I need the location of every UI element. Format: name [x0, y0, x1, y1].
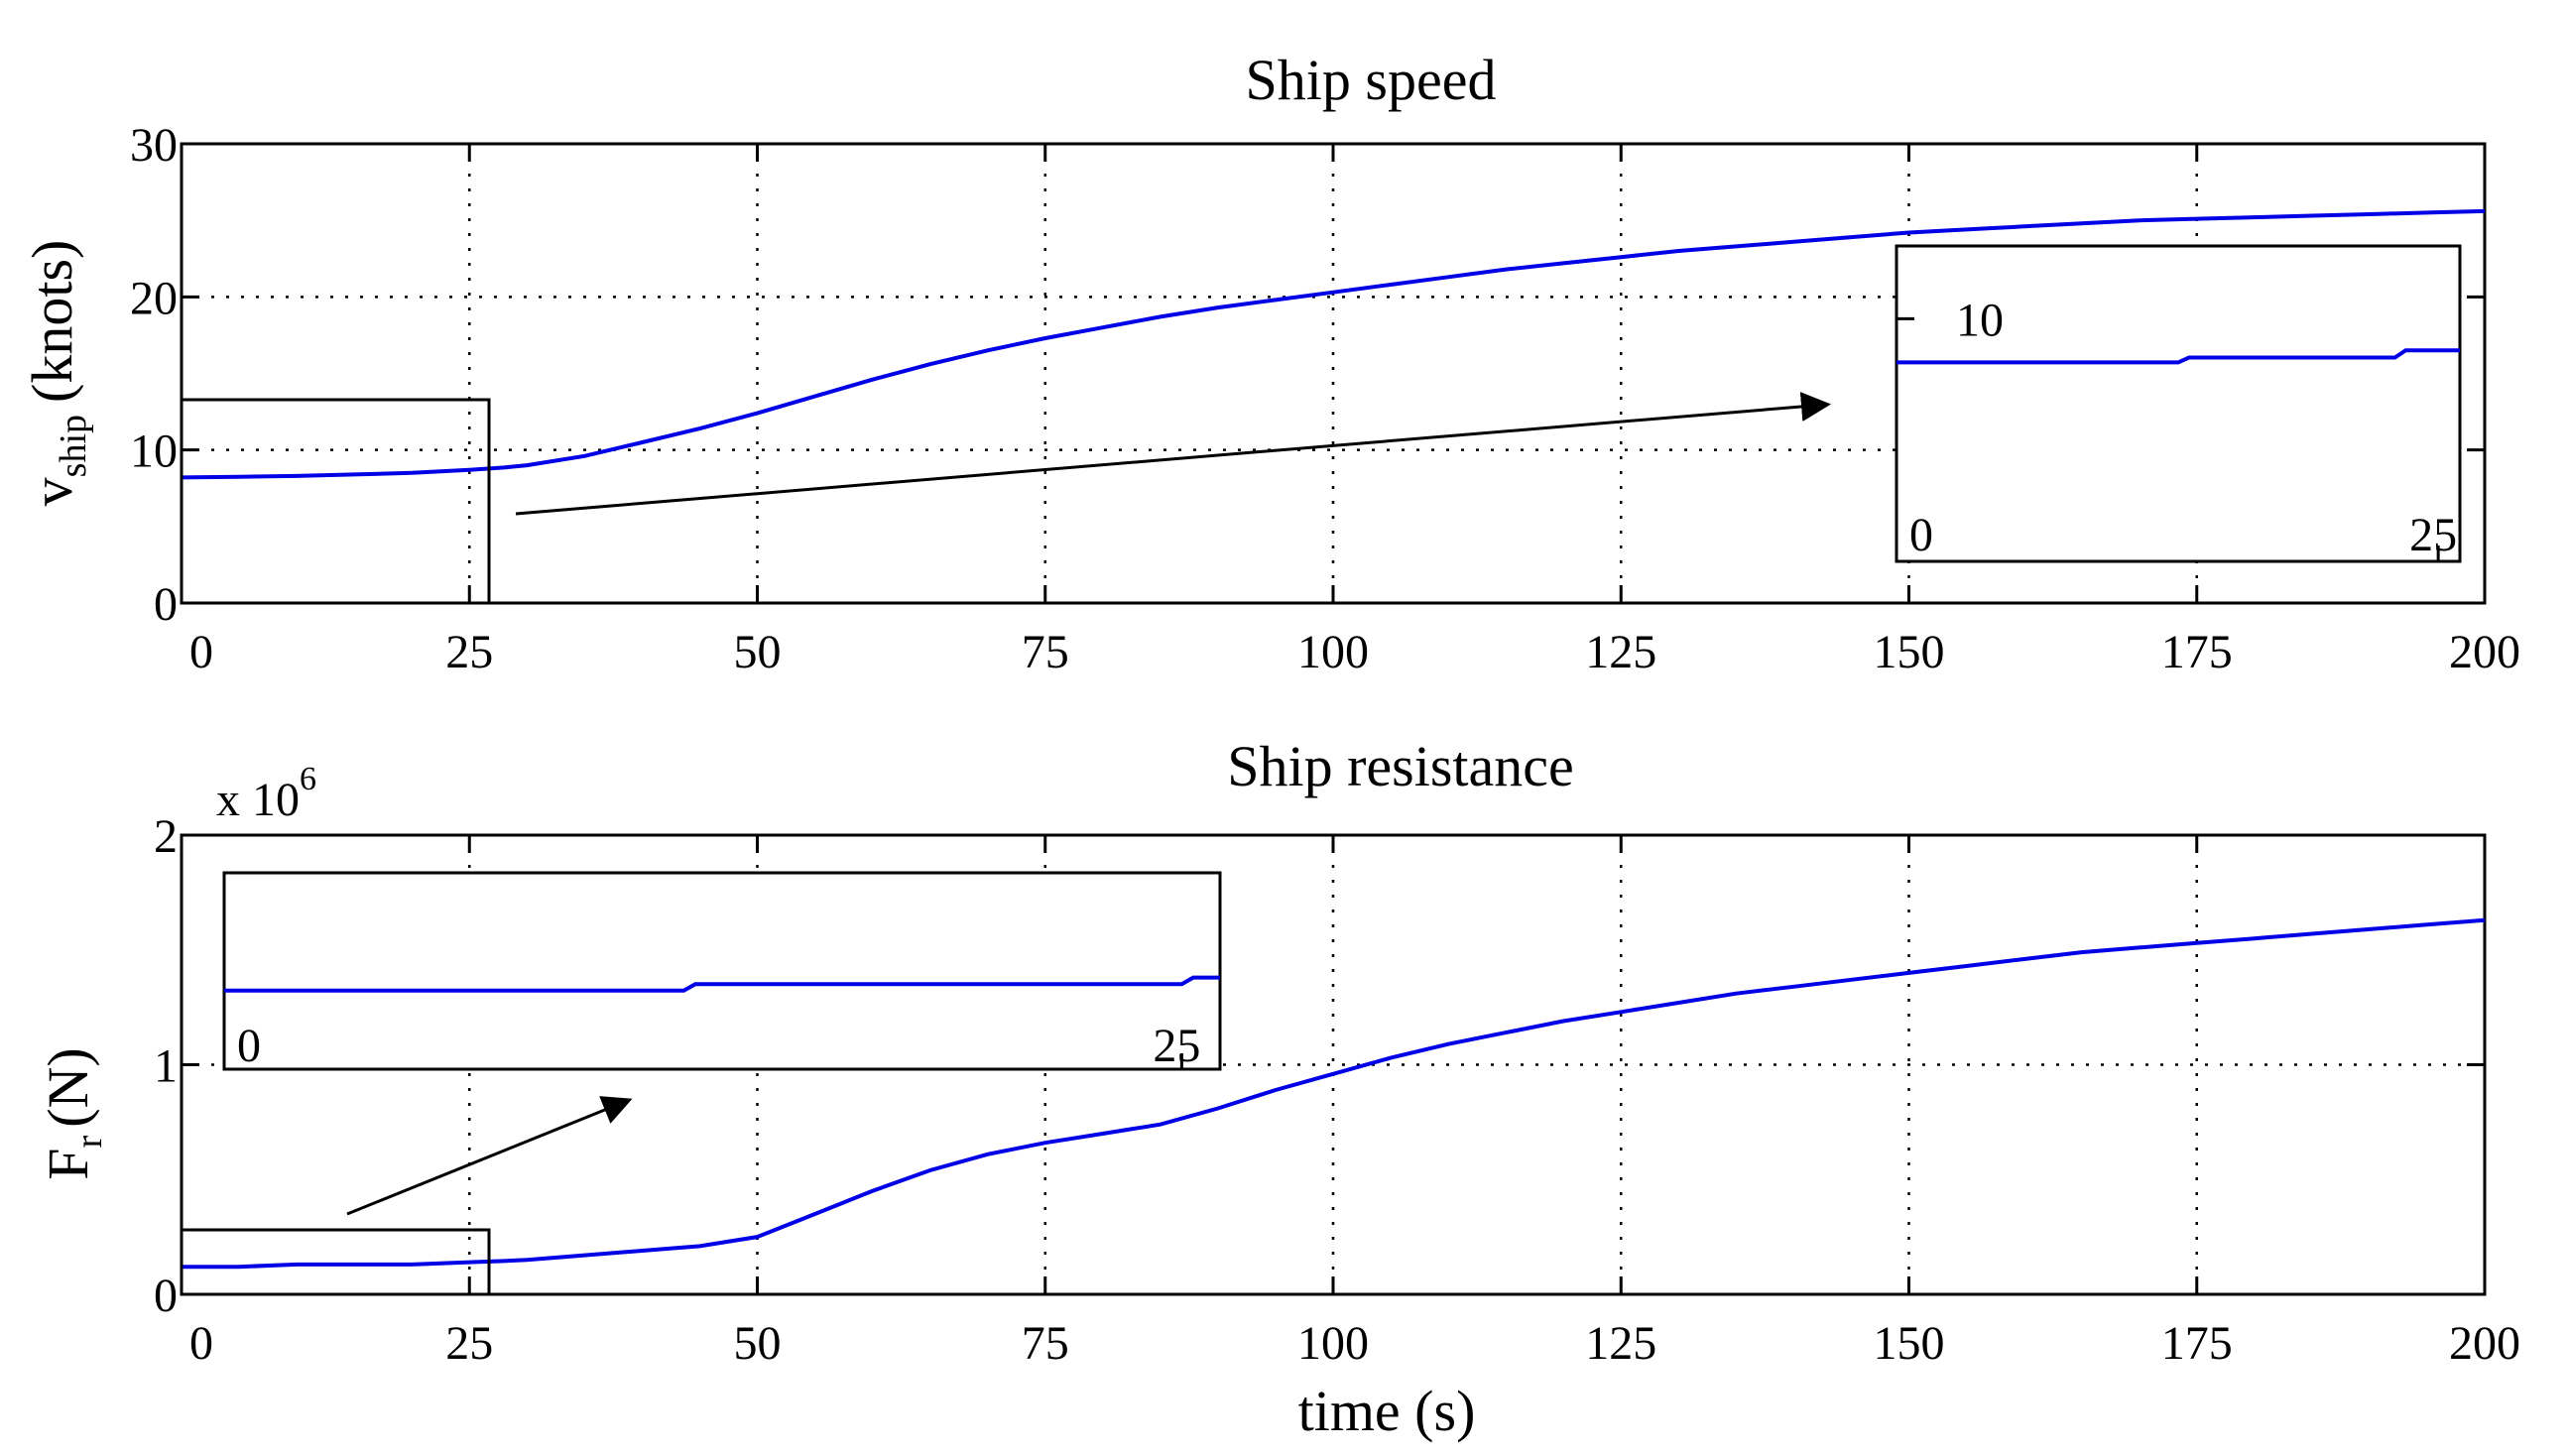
x-tick-label: 175 — [2161, 626, 2233, 678]
x-tick-label: 150 — [1874, 1317, 1945, 1370]
inset-series-group — [224, 975, 1220, 993]
zoom-inset: 0 25 — [222, 871, 1222, 1072]
y-exponent-base: x 10 — [216, 774, 300, 826]
series-line — [182, 917, 2486, 1270]
inset-frame — [1895, 244, 2462, 563]
inset-series-group — [1896, 348, 2460, 365]
zoom-region-box — [180, 398, 491, 605]
x-tick-label: 25 — [445, 1317, 493, 1370]
inset-x-tick-label: 0 — [237, 1020, 261, 1072]
y-axis-label-unit: (N) — [36, 1047, 100, 1128]
y-tick-label: 2 — [154, 810, 178, 863]
y-tick-label: 20 — [130, 272, 178, 324]
x-tick-label: 150 — [1874, 626, 1945, 678]
inset-x-tick-label: 0 — [1909, 509, 1933, 561]
inset-series-line — [224, 975, 1220, 993]
x-tick-label: 25 — [445, 626, 493, 678]
x-tick-label: 100 — [1297, 626, 1369, 678]
axis-ticks: 0 25 50 75 100 125 150 175 200 0 1 2 — [154, 810, 2520, 1370]
x-tick-label: 0 — [189, 626, 213, 678]
y-tick-label: 0 — [154, 1270, 178, 1322]
inset-series-line — [1896, 348, 2460, 365]
inset-ticks: 0 25 10 — [1895, 294, 2457, 561]
y-tick-label: 30 — [130, 119, 178, 172]
x-tick-label: 175 — [2161, 1317, 2233, 1370]
series-line — [181, 208, 2486, 480]
x-tick-label: 125 — [1585, 1317, 1656, 1370]
y-tick-label: 1 — [154, 1040, 178, 1093]
zoom-region-box — [180, 1228, 491, 1296]
inset-x-tick-label: 25 — [1153, 1020, 1200, 1072]
y-tick-label: 0 — [154, 578, 178, 631]
y-exponent-label: x 106 — [216, 761, 316, 826]
inset-ticks: 0 25 — [222, 1020, 1200, 1072]
y-exponent-power: 6 — [300, 761, 316, 797]
ship-resistance-chart: Ship resistance x 106 0 25 50 75 100 125 150 17… — [36, 734, 2520, 1443]
chart-title: Ship speed — [1246, 48, 1497, 112]
x-tick-label: 125 — [1585, 626, 1656, 678]
series-group — [182, 917, 2486, 1270]
y-axis-label: Fr (N) — [36, 1047, 110, 1179]
x-tick-label: 50 — [734, 626, 782, 678]
zoom-inset: 0 25 10 — [1895, 244, 2462, 563]
x-tick-label: 0 — [189, 1317, 213, 1370]
x-tick-label: 50 — [734, 1317, 782, 1370]
x-axis-label: time (s) — [1298, 1379, 1476, 1443]
x-tick-label: 75 — [1022, 626, 1069, 678]
y-axis-label-symbol: F — [36, 1148, 100, 1179]
inset-frame — [222, 871, 1222, 1071]
y-tick-label: 10 — [130, 425, 178, 478]
plot-frame — [180, 142, 2487, 605]
inset-y-tick-label: 10 — [1956, 294, 2004, 346]
y-axis-label-unit: (knots) — [20, 240, 84, 403]
x-tick-label: 75 — [1022, 1317, 1069, 1370]
y-axis-label: vship (knots) — [20, 240, 94, 507]
plot-frame — [180, 833, 2487, 1296]
zoom-arrow — [515, 392, 1831, 516]
chart-title: Ship resistance — [1227, 734, 1574, 798]
inset-x-tick-label: 25 — [2409, 509, 2457, 561]
series-group — [181, 208, 2486, 480]
x-tick-label: 100 — [1297, 1317, 1369, 1370]
ship-speed-chart: Ship speed 0 25 50 75 100 125 150 175 2000102030… — [20, 48, 2520, 678]
zoom-arrow — [346, 1096, 633, 1216]
y-axis-label-subscript: ship — [53, 415, 94, 477]
x-tick-label: 200 — [2449, 1317, 2520, 1370]
y-axis-label-subscript: r — [68, 1135, 110, 1148]
y-axis-label-symbol: v — [20, 477, 84, 506]
x-tick-label: 200 — [2449, 626, 2520, 678]
